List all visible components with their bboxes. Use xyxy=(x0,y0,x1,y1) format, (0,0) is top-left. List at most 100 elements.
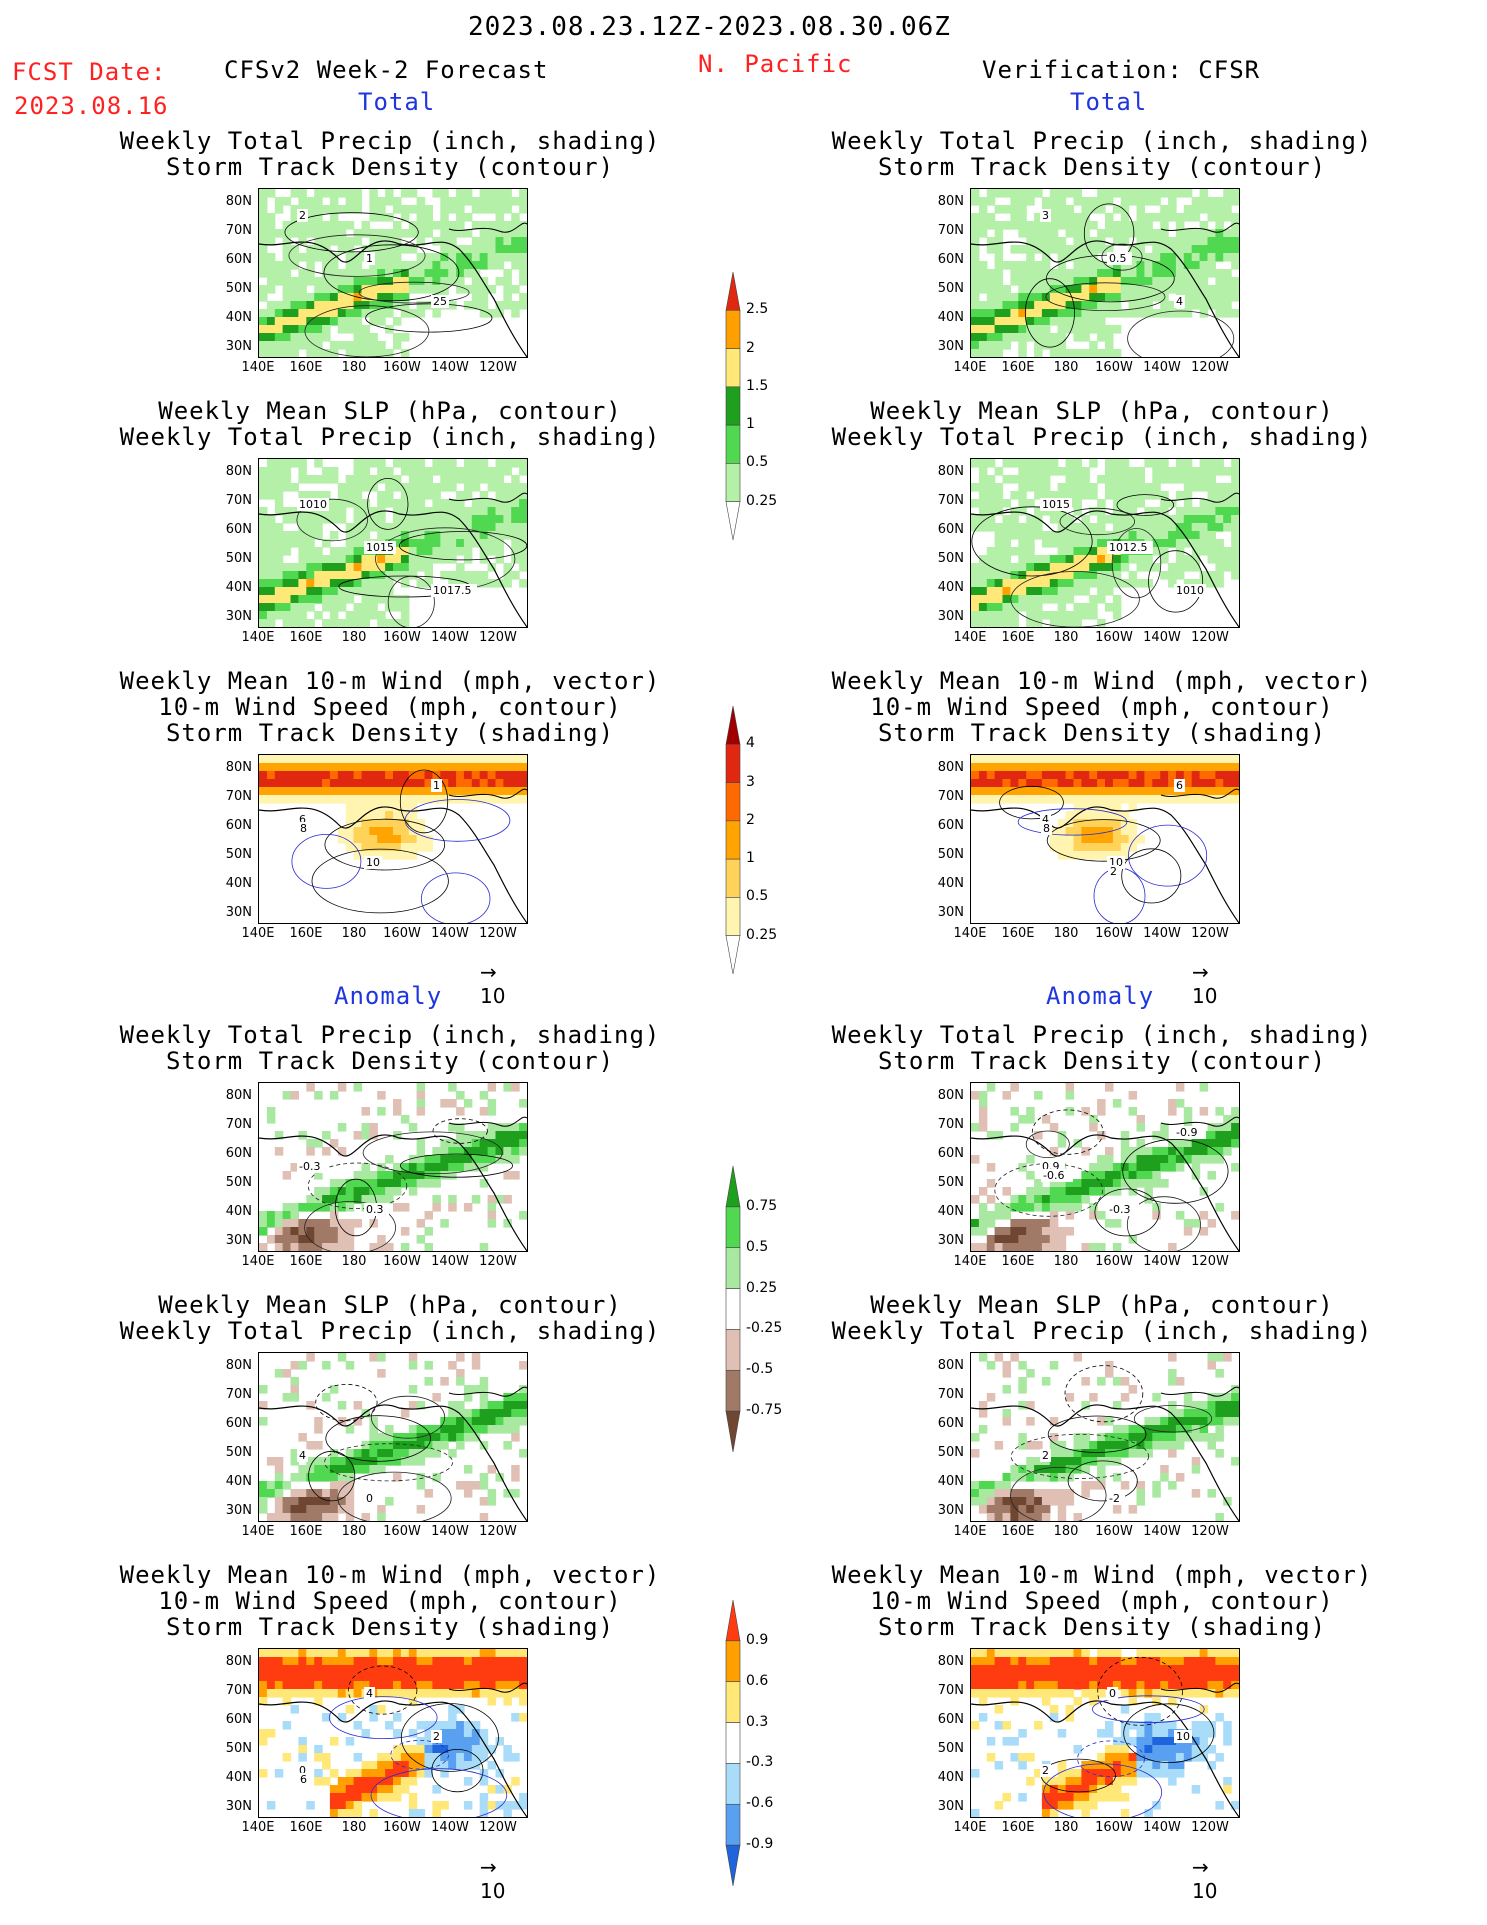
x-tick-label: 160W xyxy=(1095,360,1133,375)
y-tick-label: 50N xyxy=(225,847,252,862)
coastline xyxy=(259,1700,527,1817)
colorbar-swatch xyxy=(725,1166,741,1208)
x-tick-label: 160E xyxy=(1001,926,1035,941)
x-tick-label: 180 xyxy=(1053,1254,1079,1269)
vector-reference-v-anom: → 10 xyxy=(1192,1855,1218,1903)
fcst-date-value: 2023.08.16 xyxy=(14,92,169,120)
x-tick-label: 180 xyxy=(1053,926,1079,941)
contour-label: 6 xyxy=(299,813,306,826)
y-tick-label: 70N xyxy=(225,1387,252,1402)
y-tick-label: 40N xyxy=(225,1204,252,1219)
x-tick-label: 160W xyxy=(1095,1820,1133,1835)
map-panel-v_total_slp: 1015 1012.5 1010 xyxy=(970,458,1240,628)
map-panel-f_total_wind: 6 10 1 8 xyxy=(258,754,528,924)
panel-title-line: Weekly Mean 10-m Wind (mph, vector) xyxy=(119,667,661,695)
y-tick-label: 30N xyxy=(937,1503,964,1518)
panel-title-line: 10-m Wind Speed (mph, contour) xyxy=(870,1587,1334,1615)
y-tick-label: 30N xyxy=(225,1233,252,1248)
y-tick-label: 60N xyxy=(937,1416,964,1431)
y-tick-label: 60N xyxy=(937,522,964,537)
x-tick-label: 120W xyxy=(479,926,517,941)
x-tick-label: 140W xyxy=(431,630,469,645)
y-tick-label: 70N xyxy=(225,789,252,804)
y-tick-label: 80N xyxy=(937,194,964,209)
panel-title-line: Storm Track Density (contour) xyxy=(165,1047,615,1075)
contour-label: 2 xyxy=(1042,1449,1049,1462)
forecast-title: CFSv2 Week-2 Forecast xyxy=(224,56,549,84)
panel-title-line: Weekly Mean SLP (hPa, contour) xyxy=(870,1291,1334,1319)
x-tick-label: 120W xyxy=(1191,926,1229,941)
colorbar-anomaly_precip xyxy=(725,1166,741,1453)
x-tick-label: 140W xyxy=(431,1820,469,1835)
panel-title-line: 10-m Wind Speed (mph, contour) xyxy=(870,693,1334,721)
colorbar-tick-label: 1 xyxy=(746,416,755,433)
y-tick-label: 70N xyxy=(225,1683,252,1698)
x-tick-label: 140W xyxy=(431,1254,469,1269)
x-tick-label: 160E xyxy=(289,1524,323,1539)
x-tick-label: 160E xyxy=(289,926,323,941)
panel-title-line: Weekly Mean 10-m Wind (mph, vector) xyxy=(119,1561,661,1589)
y-tick-label: 30N xyxy=(937,609,964,624)
x-tick-label: 140E xyxy=(953,1524,987,1539)
coastline xyxy=(259,510,527,627)
coastline xyxy=(259,806,527,923)
x-tick-label: 160E xyxy=(289,630,323,645)
panel-title-line: Weekly Total Precip (inch, shading) xyxy=(831,1317,1373,1345)
y-tick-label: 70N xyxy=(937,1117,964,1132)
x-tick-label: 120W xyxy=(479,630,517,645)
y-tick-label: 60N xyxy=(225,522,252,537)
y-tick-label: 30N xyxy=(225,1799,252,1814)
x-tick-label: 180 xyxy=(1053,1524,1079,1539)
y-tick-label: 60N xyxy=(937,818,964,833)
x-tick-label: 160E xyxy=(289,1254,323,1269)
panel-title-line: Weekly Total Precip (inch, shading) xyxy=(831,127,1373,155)
y-tick-label: 30N xyxy=(225,609,252,624)
x-tick-label: 180 xyxy=(341,1254,367,1269)
x-tick-label: 180 xyxy=(1053,360,1079,375)
colorbar-swatch xyxy=(725,858,741,898)
panel-title-line: Weekly Total Precip (inch, shading) xyxy=(119,1317,661,1345)
x-tick-label: 160W xyxy=(383,1820,421,1835)
x-tick-label: 140E xyxy=(241,1820,275,1835)
colorbar-tick-label: 0.5 xyxy=(746,1238,769,1255)
panel-title-f_total_wind: Weekly Mean 10-m Wind (mph, vector) 10-m … xyxy=(110,668,670,746)
x-tick-label: 160E xyxy=(1001,1524,1035,1539)
panel-title-line: Weekly Mean 10-m Wind (mph, vector) xyxy=(831,667,1373,695)
x-tick-label: 140W xyxy=(1143,926,1181,941)
y-tick-label: 40N xyxy=(937,1204,964,1219)
x-tick-label: 140W xyxy=(431,926,469,941)
x-tick-label: 120W xyxy=(479,360,517,375)
y-tick-label: 80N xyxy=(225,1654,252,1669)
x-tick-label: 140E xyxy=(241,1524,275,1539)
contour-label: 1012.5 xyxy=(1109,541,1148,554)
colorbar-total_storm_density xyxy=(725,706,741,975)
x-tick-label: 140W xyxy=(1143,1820,1181,1835)
y-tick-label: 50N xyxy=(937,1741,964,1756)
x-tick-label: 180 xyxy=(341,630,367,645)
colorbar-swatch xyxy=(725,348,741,388)
colorbar-tick-label: -0.6 xyxy=(746,1795,774,1812)
panel-title-line: Storm Track Density (contour) xyxy=(877,1047,1327,1075)
x-tick-label: 140E xyxy=(241,926,275,941)
contour-label: 1 xyxy=(433,779,440,792)
x-tick-label: 160E xyxy=(289,1820,323,1835)
panel-title-line: Weekly Total Precip (inch, shading) xyxy=(831,1021,1373,1049)
y-tick-label: 50N xyxy=(225,1741,252,1756)
contour-label: 0 xyxy=(1109,1687,1116,1700)
colorbar-swatch xyxy=(725,1681,741,1723)
x-tick-label: 180 xyxy=(341,1820,367,1835)
y-tick-label: 40N xyxy=(937,1474,964,1489)
y-tick-label: 50N xyxy=(225,551,252,566)
map-panel-v_anom_precip: 0.9 -0.3 -0.9 -0.6 xyxy=(970,1082,1240,1252)
x-tick-label: 180 xyxy=(341,926,367,941)
x-tick-label: 140E xyxy=(241,360,275,375)
y-tick-label: 70N xyxy=(225,493,252,508)
date-range: 2023.08.23.12Z-2023.08.30.06Z xyxy=(468,12,951,42)
y-tick-label: 60N xyxy=(225,1146,252,1161)
contour-label: -0.3 xyxy=(1109,1203,1130,1216)
contour-label: 6 xyxy=(1176,779,1183,792)
x-tick-label: 180 xyxy=(1053,1820,1079,1835)
colorbar-swatch xyxy=(725,782,741,822)
colorbar-tick-label: 0.25 xyxy=(746,926,778,943)
colorbar-swatch xyxy=(725,1247,741,1289)
